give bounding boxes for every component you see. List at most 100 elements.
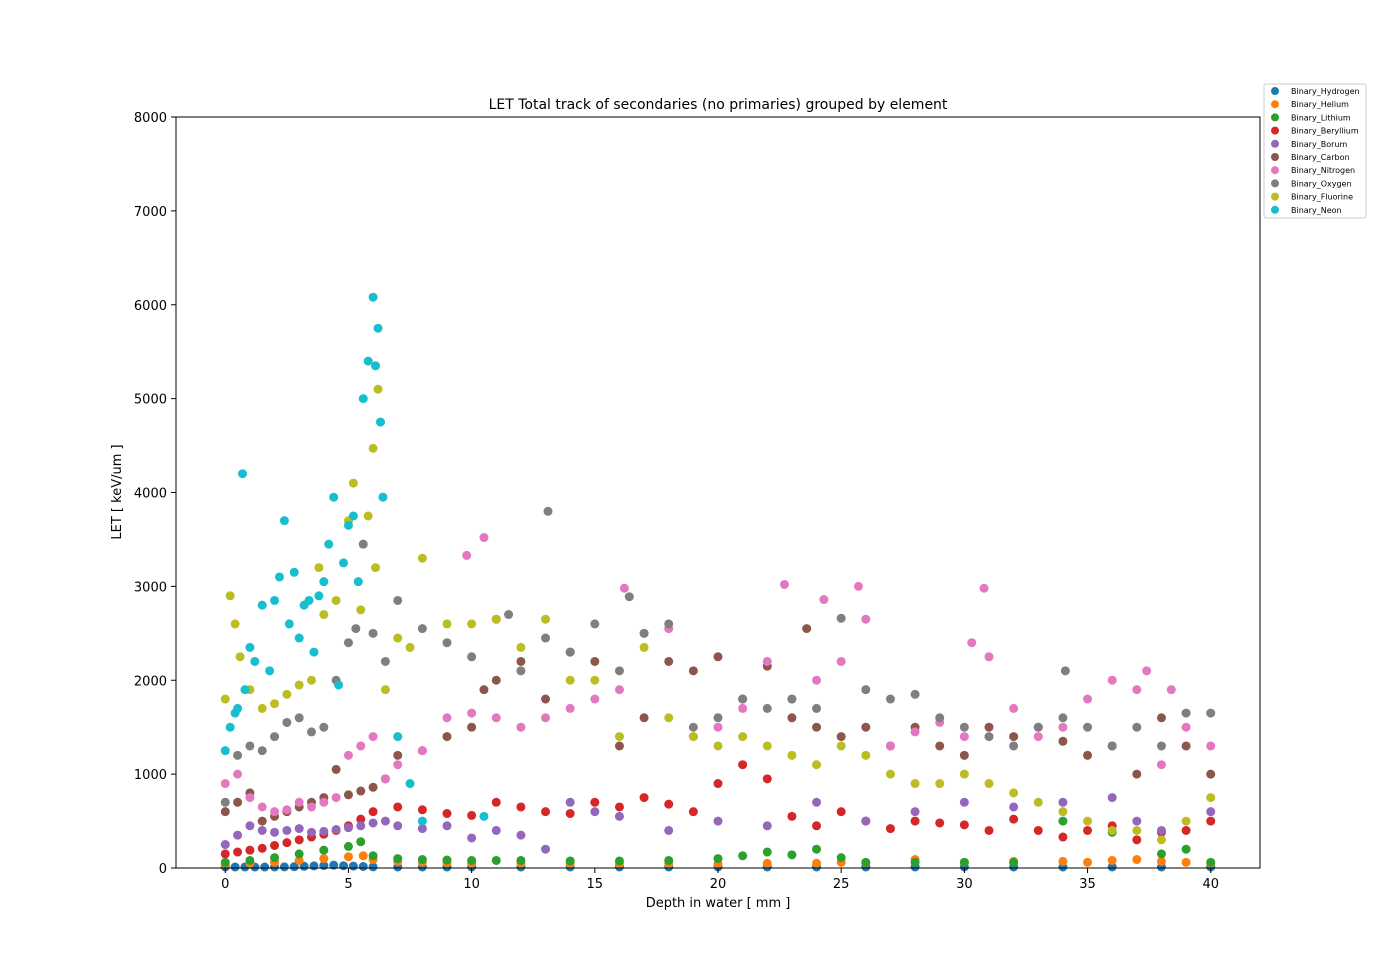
data-point	[1132, 816, 1142, 826]
data-point	[334, 680, 344, 690]
data-point	[491, 855, 501, 865]
data-point	[565, 856, 575, 866]
data-point	[405, 642, 415, 652]
data-point	[240, 685, 250, 695]
data-point	[984, 825, 994, 835]
data-point	[861, 816, 871, 826]
legend-marker	[1271, 100, 1279, 109]
y-tick-label: 6000	[134, 299, 167, 314]
legend-label: Binary_Carbon	[1291, 153, 1350, 162]
data-point	[565, 809, 575, 819]
data-point	[812, 821, 822, 831]
data-point	[836, 656, 846, 666]
data-point	[1058, 832, 1068, 842]
data-point	[265, 666, 275, 676]
data-point	[1107, 741, 1117, 751]
data-point	[1206, 708, 1216, 718]
data-point	[688, 666, 698, 676]
data-point	[220, 746, 230, 756]
data-point	[614, 732, 624, 742]
data-point	[1132, 835, 1142, 845]
data-point	[245, 855, 255, 865]
data-point	[1083, 857, 1093, 867]
data-point	[787, 850, 797, 860]
x-tick-label: 15	[587, 877, 604, 892]
data-point	[1132, 855, 1142, 865]
data-point	[491, 675, 501, 685]
data-point	[368, 732, 378, 742]
data-point	[331, 825, 341, 835]
data-point	[294, 633, 304, 643]
data-point	[713, 722, 723, 732]
x-tick-label: 30	[956, 877, 973, 892]
data-point	[543, 506, 553, 516]
data-point	[959, 769, 969, 779]
data-point	[541, 807, 551, 817]
data-point	[371, 361, 381, 371]
data-point	[368, 628, 378, 638]
data-point	[910, 857, 920, 867]
data-point	[393, 732, 403, 742]
data-point	[1107, 793, 1117, 803]
data-point	[304, 595, 314, 605]
legend-marker	[1271, 192, 1279, 201]
data-point	[371, 563, 381, 573]
data-point	[590, 675, 600, 685]
data-point	[1181, 816, 1191, 826]
legend-label: Binary_Neon	[1291, 206, 1342, 215]
data-point	[861, 614, 871, 624]
data-point	[1156, 835, 1166, 845]
x-axis: 0 5 10 15 20 25 30 35 40	[221, 868, 1219, 892]
data-point	[762, 774, 772, 784]
data-point	[467, 722, 477, 732]
data-point	[787, 811, 797, 821]
data-point	[614, 685, 624, 695]
y-tick-label: 3000	[134, 580, 167, 595]
data-point	[541, 844, 551, 854]
data-point	[1156, 741, 1166, 751]
data-point	[375, 417, 385, 427]
data-point	[233, 750, 243, 760]
data-point	[417, 824, 427, 834]
data-point	[393, 633, 403, 643]
data-point	[442, 619, 452, 629]
data-point	[1033, 732, 1043, 742]
data-point	[289, 567, 299, 577]
data-point	[1058, 713, 1068, 723]
data-point	[1181, 857, 1191, 867]
data-point	[393, 802, 403, 812]
x-tick-label: 25	[833, 877, 850, 892]
data-point	[861, 857, 871, 867]
data-point	[319, 722, 329, 732]
data-point	[1132, 722, 1142, 732]
data-point	[442, 638, 452, 648]
data-point	[664, 656, 674, 666]
data-point	[270, 853, 280, 863]
data-point	[356, 837, 366, 847]
legend-label: Binary_Helium	[1291, 100, 1349, 109]
data-point	[339, 558, 349, 568]
data-point	[861, 722, 871, 732]
data-point	[467, 652, 477, 662]
data-point	[1083, 825, 1093, 835]
series-Binary_Neon	[220, 292, 489, 826]
data-point	[959, 732, 969, 742]
legend-box	[1263, 83, 1367, 219]
data-point	[417, 553, 427, 563]
data-point	[319, 826, 329, 836]
data-point	[910, 727, 920, 737]
data-point	[1181, 741, 1191, 751]
data-point	[1009, 788, 1019, 798]
data-point	[393, 760, 403, 770]
data-point	[270, 699, 280, 709]
x-tick-label: 0	[221, 877, 229, 892]
data-point	[935, 779, 945, 789]
data-point	[368, 292, 378, 302]
data-point	[713, 652, 723, 662]
data-point	[356, 814, 366, 824]
y-tick-label: 5000	[134, 393, 167, 408]
data-point	[257, 825, 267, 835]
data-point	[331, 793, 341, 803]
data-point	[368, 782, 378, 792]
